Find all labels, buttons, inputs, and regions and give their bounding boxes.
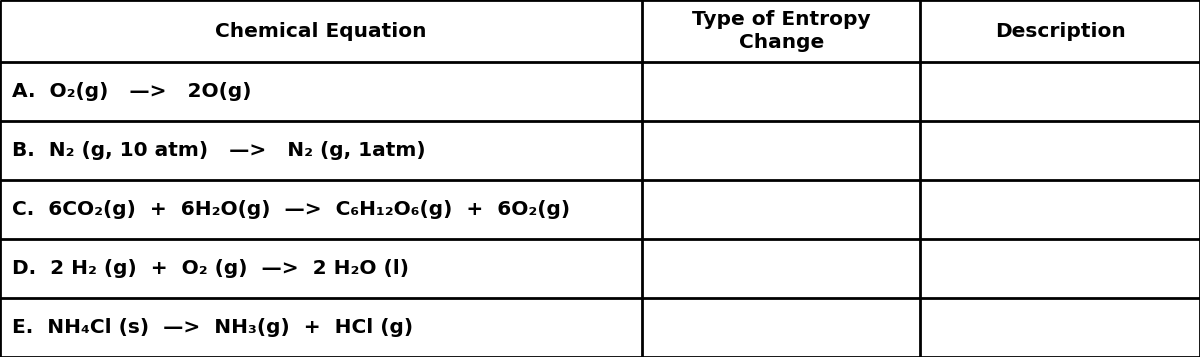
Text: B.  N₂ (g, 10 atm)   —>   N₂ (g, 1atm): B. N₂ (g, 10 atm) —> N₂ (g, 1atm) [12,141,426,160]
Text: C.  6CO₂(g)  +  6H₂O(g)  —>  C₆H₁₂O₆(g)  +  6O₂(g): C. 6CO₂(g) + 6H₂O(g) —> C₆H₁₂O₆(g) + 6O₂… [12,200,570,219]
Text: A.  O₂(g)   —>   2O(g): A. O₂(g) —> 2O(g) [12,82,252,101]
Text: D.  2 H₂ (g)  +  O₂ (g)  —>  2 H₂O (l): D. 2 H₂ (g) + O₂ (g) —> 2 H₂O (l) [12,259,409,278]
Text: Type of Entropy
Change: Type of Entropy Change [692,10,870,52]
Text: Chemical Equation: Chemical Equation [215,22,427,41]
Text: Description: Description [995,22,1126,41]
Text: E.  NH₄Cl (s)  —>  NH₃(g)  +  HCl (g): E. NH₄Cl (s) —> NH₃(g) + HCl (g) [12,318,413,337]
